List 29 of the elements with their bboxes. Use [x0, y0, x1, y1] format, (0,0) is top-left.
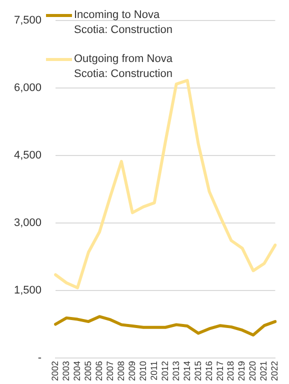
x-tick-label: 2017	[214, 360, 225, 382]
x-tick-label: 2011	[148, 360, 159, 380]
x-tick-label: 2004	[72, 360, 82, 382]
x-tick-label: 2021	[258, 360, 269, 382]
x-tick-label: 2006	[94, 360, 104, 382]
x-tick-label: 2010	[138, 360, 148, 382]
x-tick-label: 2020	[248, 360, 258, 382]
y-tick-label: 4,500	[14, 150, 42, 162]
y-tick-label: -	[38, 352, 42, 364]
x-tick-label: 2018	[226, 360, 236, 382]
x-tick-label: 2003	[60, 360, 71, 382]
y-tick-label: 3,000	[14, 217, 42, 230]
x-tick-label: 2019	[236, 360, 247, 382]
x-tick-label: 2022	[270, 360, 280, 382]
legend-label: Incoming to Nova Scotia: Construction	[74, 8, 174, 38]
x-tick-label: 2015	[192, 360, 203, 382]
x-tick-label: 2013	[170, 360, 181, 382]
x-tick-label: 2012	[160, 360, 170, 382]
x-tick-label: 2002	[50, 360, 60, 382]
x-tick-label: 2008	[116, 360, 126, 382]
x-tick-label: 2007	[104, 360, 115, 382]
x-tick-label: 2016	[204, 360, 214, 382]
y-tick-label: 6,000	[14, 82, 42, 94]
y-tick-label: 1,500	[14, 284, 42, 297]
x-tick-label: 2009	[126, 360, 137, 382]
x-tick-label: 2014	[182, 360, 192, 382]
y-tick-label: 7,500	[14, 14, 42, 27]
x-tick-label: 2005	[82, 360, 93, 382]
legend-label: Outgoing from Nova Scotia: Construction	[74, 52, 174, 82]
